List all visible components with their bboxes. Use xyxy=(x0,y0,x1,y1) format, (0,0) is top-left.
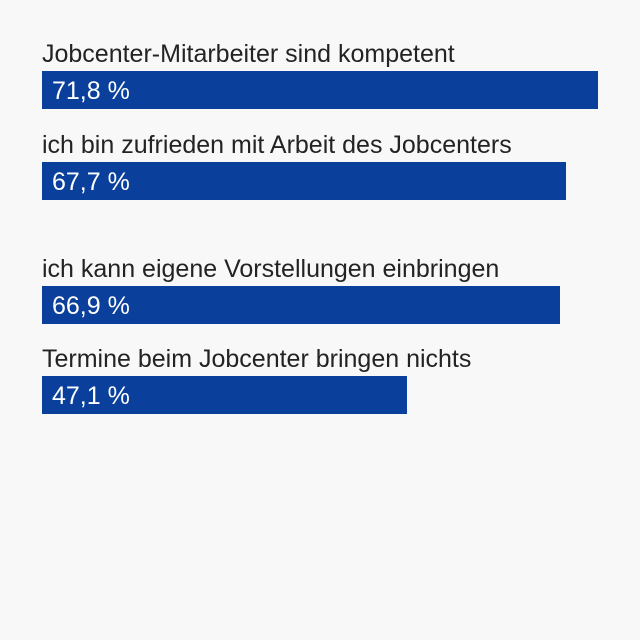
category-label: ich kann eigene Vorstellungen einbringen xyxy=(42,255,500,283)
bar-item-2: ich kann eigene Vorstellungen einbringen… xyxy=(42,252,598,324)
bar xyxy=(42,376,407,414)
bar-track: 71,8 % xyxy=(42,71,598,109)
bar-item-1: ich bin zufrieden mit Arbeit des Jobcent… xyxy=(42,128,598,200)
category-label: Jobcenter-Mitarbeiter sind kompetent xyxy=(42,40,455,68)
category-label: ich bin zufrieden mit Arbeit des Jobcent… xyxy=(42,131,512,159)
category-label: Termine beim Jobcenter bringen nichts xyxy=(42,345,472,373)
bar-track: 66,9 % xyxy=(42,286,598,324)
bar-track: 47,1 % xyxy=(42,376,598,414)
bar-track: 67,7 % xyxy=(42,162,598,200)
bar-value-label: 67,7 % xyxy=(52,168,130,196)
bar xyxy=(42,71,598,109)
bar-value-label: 47,1 % xyxy=(52,382,130,410)
bar-value-label: 66,9 % xyxy=(52,292,130,320)
bar-item-3: Termine beim Jobcenter bringen nichts 47… xyxy=(42,342,598,414)
bar-value-label: 71,8 % xyxy=(52,77,130,105)
bar xyxy=(42,286,561,324)
bar xyxy=(42,162,567,200)
bar-item-0: Jobcenter-Mitarbeiter sind kompetent 71,… xyxy=(42,37,598,109)
